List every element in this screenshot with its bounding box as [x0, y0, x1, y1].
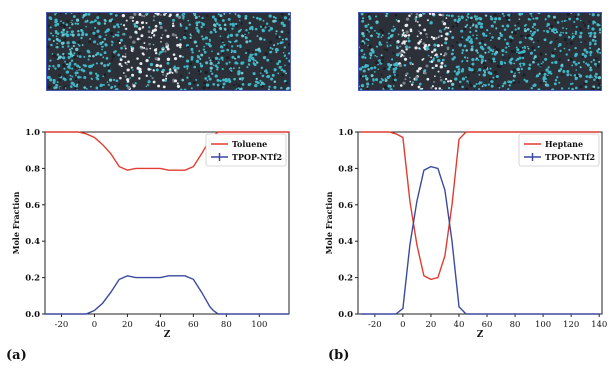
- x-tick-label: 120: [563, 320, 579, 330]
- legend-label: Heptane: [545, 139, 583, 149]
- y-tick-label: 0.8: [338, 164, 353, 174]
- simulation-snapshot-a: [46, 12, 291, 91]
- x-axis-label: Z: [164, 330, 171, 340]
- x-tick-label: 0: [400, 320, 405, 330]
- y-tick-label: 1.0: [25, 128, 40, 138]
- legend-box: [205, 133, 287, 167]
- y-tick-label: 0.6: [338, 201, 353, 211]
- x-tick-label: 100: [251, 320, 267, 330]
- panel-label-b: (b): [328, 348, 350, 363]
- y-tick-label: 0.2: [25, 274, 40, 284]
- x-tick-label: 20: [426, 320, 437, 330]
- x-tick-label: 80: [221, 320, 232, 330]
- series-line-toluene: [45, 131, 289, 171]
- x-tick-label: 80: [510, 320, 521, 330]
- series-line-tpop-ntf2: [360, 165, 600, 315]
- snapshot-molecules: [47, 13, 290, 90]
- legend-box: [518, 133, 600, 167]
- chart-a: -20 0 20 40 60 80 100 0.0 0.2 0.4 0.6 0.8 1.0 Z Mole F…: [11, 128, 290, 340]
- x-tick-label: -20: [368, 320, 382, 330]
- y-axis-label: Mole Fraction: [11, 191, 21, 254]
- x-axis-label: Z: [477, 330, 484, 340]
- y-tick-label: 0.6: [25, 201, 40, 211]
- x-tick-label: -20: [55, 320, 69, 330]
- x-tick-label: 60: [482, 320, 493, 330]
- series-line-heptane: [360, 131, 600, 281]
- panel-label-a: (a): [6, 348, 27, 363]
- snapshot-a-image: [47, 13, 290, 90]
- x-tick-label: 100: [535, 320, 551, 330]
- x-tick-label: 20: [122, 320, 133, 330]
- y-axis-label: Mole Fraction: [324, 191, 334, 254]
- y-tick-label: 1.0: [338, 128, 353, 138]
- y-tick-label: 0.4: [338, 237, 353, 247]
- x-tick-label: 40: [454, 320, 465, 330]
- y-tick-label: 0.0: [25, 310, 40, 320]
- x-tick-label: 140: [591, 320, 607, 330]
- y-tick-label: 0.2: [338, 274, 353, 284]
- plot-frame: [44, 131, 290, 315]
- x-tick-label: 40: [155, 320, 166, 330]
- y-tick-label: 0.4: [25, 237, 40, 247]
- legend-label: TPOP-NTf2: [545, 152, 595, 162]
- legend-label: Toluene: [232, 139, 267, 149]
- y-tick-label: 0.8: [25, 164, 40, 174]
- snapshot-molecules: [359, 13, 601, 90]
- legend-label: TPOP-NTf2: [232, 152, 282, 162]
- y-tick-label: 0.0: [338, 310, 353, 320]
- x-tick-label: 0: [92, 320, 97, 330]
- snapshot-b-image: [359, 13, 601, 90]
- series-line-tpop-ntf2: [45, 275, 289, 315]
- chart-b: -20 0 20 40 60 80 100 120 140 0.0 0.2 0.4 0.6 0.8 1.0 Z…: [324, 128, 607, 340]
- simulation-snapshot-b: [358, 12, 602, 91]
- x-tick-label: 60: [188, 320, 199, 330]
